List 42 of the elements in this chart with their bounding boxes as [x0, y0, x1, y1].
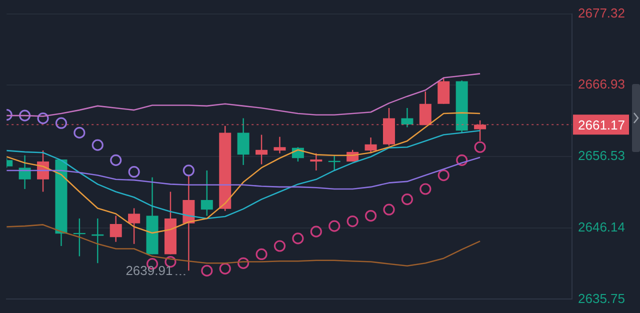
point — [420, 183, 432, 195]
point — [292, 232, 304, 244]
y-tick-label: 2666.93 — [578, 76, 625, 92]
point — [383, 204, 395, 216]
point — [364, 210, 377, 222]
point — [438, 169, 450, 182]
candlestick — [128, 208, 140, 245]
point — [55, 117, 68, 129]
point — [74, 126, 86, 139]
point — [256, 248, 268, 260]
y-tick-label: 2635.75 — [578, 290, 625, 306]
point — [182, 164, 194, 176]
point — [310, 226, 322, 238]
candlestick — [364, 136, 377, 154]
candlestick — [110, 215, 122, 242]
candlestick — [274, 136, 286, 154]
candlestick — [200, 170, 213, 216]
annotation: 2639.91 — [126, 263, 173, 278]
point — [474, 141, 486, 153]
y-tick-label: 2646.14 — [578, 219, 625, 234]
point — [110, 154, 122, 166]
point — [238, 257, 250, 269]
point — [37, 112, 49, 124]
point — [19, 110, 31, 122]
ref-line-label: 2661.17 — [578, 117, 625, 132]
y-tick-label: 2677.32 — [578, 5, 625, 20]
point — [201, 264, 213, 277]
point — [328, 220, 340, 232]
point — [456, 154, 468, 166]
candlestick — [237, 118, 250, 166]
point — [274, 240, 286, 252]
y-tick-label: 2656.53 — [578, 148, 625, 164]
point — [346, 215, 358, 228]
point — [401, 194, 414, 206]
candlestick — [438, 78, 450, 104]
candlestick — [310, 152, 322, 172]
point — [128, 166, 140, 178]
candlestick — [18, 154, 31, 190]
candlestick — [401, 107, 414, 128]
point — [92, 139, 104, 151]
point — [219, 262, 231, 274]
candlestick — [256, 134, 268, 165]
